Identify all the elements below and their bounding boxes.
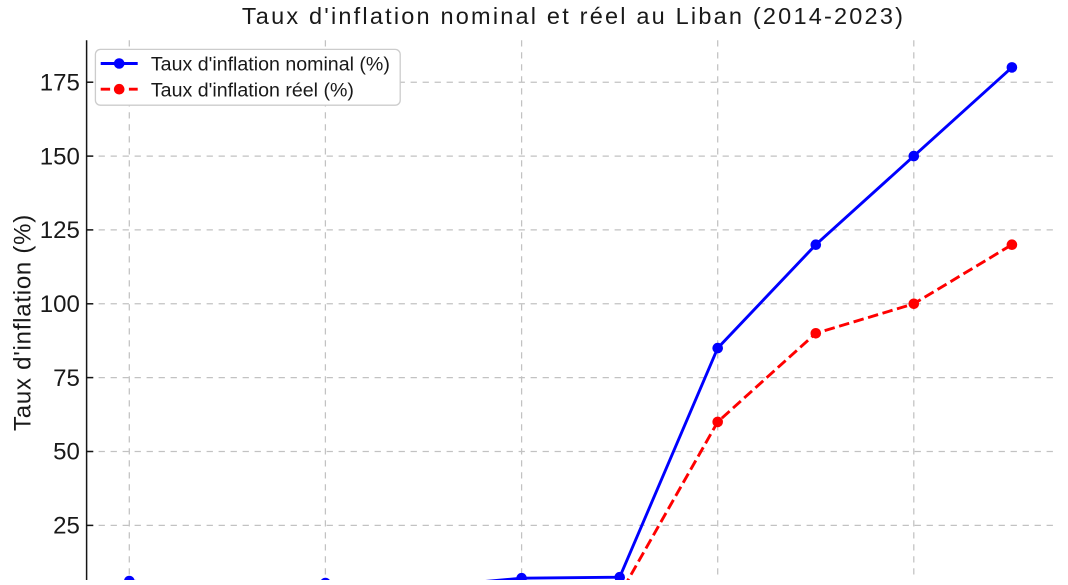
svg-text:150: 150	[40, 143, 80, 170]
svg-text:Taux d'inflation (%): Taux d'inflation (%)	[10, 214, 37, 431]
svg-text:50: 50	[53, 439, 80, 466]
svg-text:125: 125	[40, 217, 80, 244]
svg-text:Taux d'inflation réel (%): Taux d'inflation réel (%)	[151, 79, 354, 101]
svg-text:Taux d'inflation nominal (%): Taux d'inflation nominal (%)	[151, 54, 390, 76]
svg-text:Taux d'inflation nominal et ré: Taux d'inflation nominal et réel au Liba…	[242, 3, 905, 29]
svg-text:100: 100	[40, 291, 80, 318]
svg-text:175: 175	[40, 69, 80, 96]
svg-text:75: 75	[53, 365, 80, 392]
svg-text:25: 25	[53, 513, 80, 540]
